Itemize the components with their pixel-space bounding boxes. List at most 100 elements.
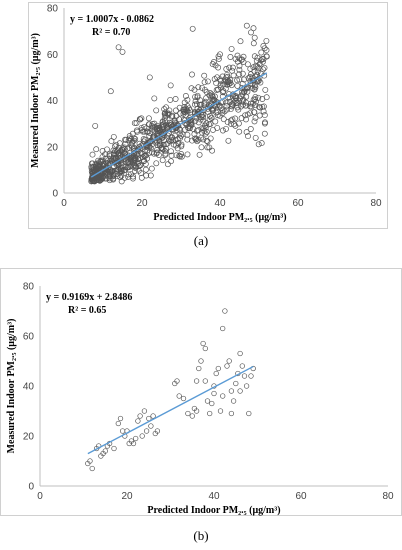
x-tick-label: 80 bbox=[382, 491, 394, 502]
data-point bbox=[136, 116, 143, 123]
data-point bbox=[263, 47, 270, 54]
data-point bbox=[236, 71, 243, 78]
data-point bbox=[117, 167, 124, 174]
data-point bbox=[256, 74, 263, 81]
data-point bbox=[245, 133, 251, 140]
data-point bbox=[146, 143, 153, 150]
data-point bbox=[253, 57, 260, 64]
data-point bbox=[184, 131, 191, 138]
data-point bbox=[164, 161, 171, 168]
data-point bbox=[244, 61, 251, 68]
r-squared-label: R² = 0.70 bbox=[92, 27, 130, 38]
data-point bbox=[199, 124, 206, 131]
data-point bbox=[192, 118, 198, 125]
x-tick-label: 60 bbox=[295, 491, 307, 502]
data-point bbox=[251, 109, 258, 116]
data-point bbox=[261, 112, 268, 119]
data-point bbox=[250, 25, 257, 32]
data-point bbox=[194, 92, 201, 99]
data-point bbox=[87, 458, 93, 464]
data-point bbox=[153, 107, 160, 114]
data-point bbox=[207, 113, 213, 119]
data-point bbox=[160, 123, 167, 130]
data-point bbox=[217, 51, 223, 58]
data-point bbox=[121, 150, 128, 157]
data-point bbox=[248, 29, 254, 36]
data-point bbox=[198, 112, 205, 119]
data-point bbox=[238, 115, 245, 122]
data-point bbox=[150, 413, 156, 419]
data-point bbox=[110, 152, 117, 159]
data-point bbox=[195, 136, 202, 143]
data-point bbox=[182, 109, 189, 116]
data-point bbox=[208, 91, 215, 98]
data-point bbox=[213, 370, 219, 377]
data-point bbox=[261, 64, 268, 71]
data-point bbox=[203, 95, 210, 102]
data-point bbox=[180, 395, 187, 402]
data-point bbox=[103, 155, 109, 162]
data-point bbox=[130, 440, 137, 447]
data-point bbox=[100, 173, 107, 180]
data-point bbox=[173, 113, 180, 120]
data-point bbox=[259, 58, 266, 65]
data-point bbox=[211, 76, 218, 83]
data-point bbox=[90, 172, 97, 179]
x-tick-label: 20 bbox=[136, 198, 148, 209]
data-point bbox=[207, 410, 213, 417]
data-point bbox=[240, 53, 247, 60]
x-tick-label: 60 bbox=[292, 198, 304, 209]
data-point bbox=[133, 435, 139, 442]
data-point bbox=[146, 74, 153, 81]
data-point bbox=[192, 98, 199, 105]
data-point bbox=[139, 433, 145, 439]
data-point bbox=[257, 79, 264, 86]
data-point bbox=[204, 398, 211, 404]
data-point bbox=[216, 102, 223, 109]
data-point bbox=[241, 76, 248, 83]
x-axis-title: Predicted Indoor PM₂.₅ (μg/m³) bbox=[147, 505, 280, 516]
data-point bbox=[260, 43, 267, 49]
data-point bbox=[176, 104, 183, 111]
data-point bbox=[173, 152, 180, 159]
data-point bbox=[229, 64, 236, 71]
data-point bbox=[125, 158, 132, 165]
data-point bbox=[89, 151, 96, 158]
data-point bbox=[121, 174, 128, 181]
data-point bbox=[151, 95, 158, 102]
data-point bbox=[145, 115, 152, 122]
data-point bbox=[141, 408, 148, 414]
data-point bbox=[115, 44, 122, 51]
data-point bbox=[228, 388, 235, 394]
data-point bbox=[129, 130, 136, 137]
data-point bbox=[234, 77, 241, 84]
data-point bbox=[162, 118, 168, 125]
data-point bbox=[226, 358, 232, 364]
data-point bbox=[117, 174, 124, 181]
data-point bbox=[247, 74, 254, 80]
data-point bbox=[202, 378, 208, 384]
chart-panel-b: 0 20 40 60 80 0 20 40 60 80 Predicted Indoor PM₂.₅… bbox=[0, 268, 402, 518]
data-point bbox=[203, 120, 210, 127]
trend-line bbox=[87, 365, 254, 455]
data-point bbox=[215, 365, 221, 372]
data-point bbox=[143, 428, 150, 434]
data-point bbox=[107, 168, 114, 175]
data-point bbox=[138, 170, 144, 177]
data-point bbox=[196, 365, 202, 372]
data-point bbox=[148, 165, 155, 172]
data-point bbox=[243, 85, 250, 92]
data-point bbox=[110, 176, 117, 183]
data-point bbox=[242, 102, 249, 109]
data-point bbox=[122, 141, 129, 148]
scatter-chart-a: 0 20 40 60 80 0 20 40 60 80 Predicted Indoor PM₂.₅… bbox=[30, 4, 382, 224]
data-point bbox=[243, 93, 250, 100]
data-point bbox=[186, 105, 192, 112]
y-tick-label: 60 bbox=[47, 50, 59, 61]
data-point bbox=[196, 151, 203, 158]
data-point bbox=[116, 170, 123, 177]
y-tick-label: 20 bbox=[23, 432, 35, 443]
x-tick-label: 20 bbox=[121, 491, 133, 502]
data-point bbox=[237, 388, 243, 394]
caption-b: (b) bbox=[193, 528, 209, 543]
